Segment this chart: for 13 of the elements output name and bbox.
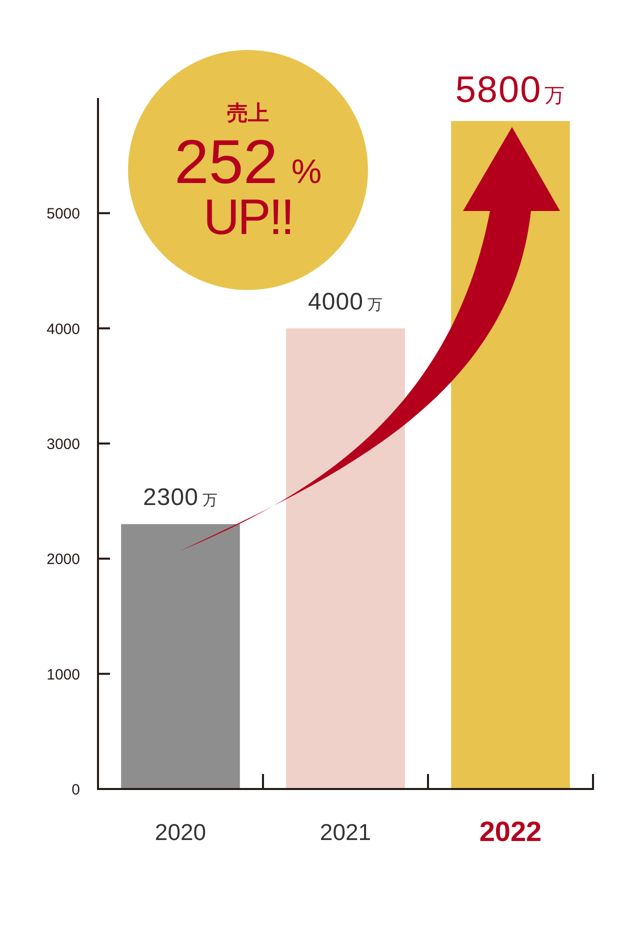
data-label: 5800万: [455, 69, 566, 110]
y-tick-label: 3000: [46, 436, 80, 453]
bar: [121, 524, 240, 789]
x-tick-label: 2022: [479, 816, 542, 847]
x-tick-label: 2021: [320, 819, 372, 845]
y-tick-label: 0: [72, 782, 80, 798]
annotation: 売上: [227, 102, 269, 125]
x-tick-label: 2020: [154, 819, 206, 845]
bar: [286, 328, 405, 789]
y-tick-label: 4000: [46, 320, 80, 338]
y-tick-label: 2000: [46, 551, 80, 568]
y-tick-label: 5000: [46, 206, 80, 223]
y-tick-label: 1000: [46, 666, 80, 684]
